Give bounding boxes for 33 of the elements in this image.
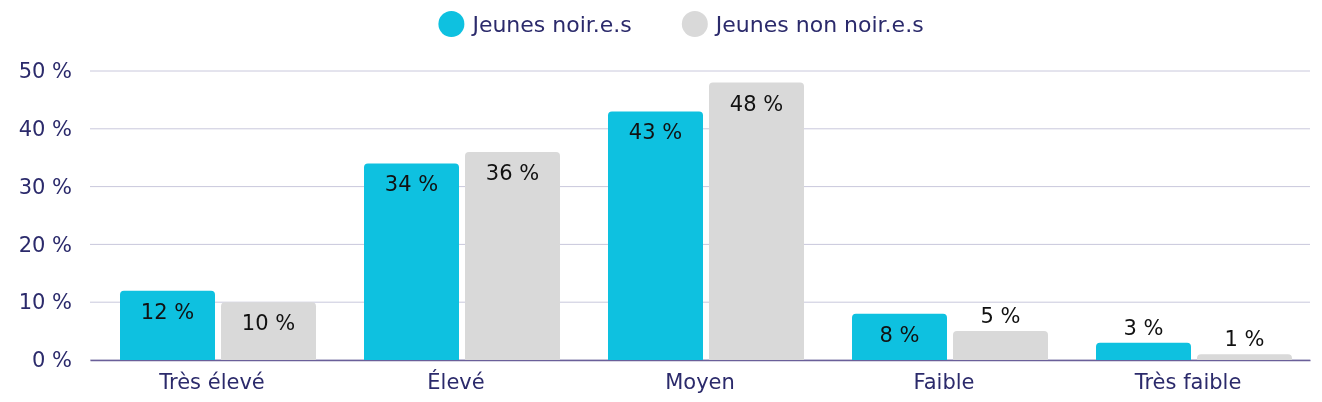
y-tick-label: 50 % — [18, 59, 72, 84]
x-tick-label: Très élevé — [158, 369, 265, 394]
y-tick-label: 10 % — [18, 290, 72, 315]
bar — [852, 313, 947, 360]
data-label: 8 % — [879, 322, 920, 347]
bar — [465, 151, 560, 360]
legend-label: Jeunes noir.e.s — [470, 12, 632, 37]
x-tick-label: Faible — [913, 369, 975, 394]
data-label: 34 % — [384, 172, 439, 197]
bar — [953, 331, 1048, 360]
y-tick-label: 0 % — [32, 348, 72, 373]
data-label: 12 % — [140, 299, 195, 324]
bar — [709, 82, 804, 360]
data-label: 43 % — [628, 120, 683, 145]
bar — [364, 163, 459, 360]
bar — [221, 302, 316, 360]
y-tick-label: 20 % — [18, 232, 72, 257]
bar — [120, 290, 215, 360]
data-label: 48 % — [729, 91, 784, 116]
data-label: 5 % — [980, 304, 1021, 329]
data-label: 1 % — [1224, 327, 1265, 352]
y-tick-label: 30 % — [18, 174, 72, 199]
bar — [1096, 342, 1191, 360]
legend-label: Jeunes non noir.e.s — [713, 12, 924, 37]
data-label: 3 % — [1123, 315, 1164, 340]
bar — [608, 111, 703, 360]
x-tick-label: Très faible — [1133, 369, 1242, 394]
x-tick-label: Élevé — [427, 368, 485, 394]
data-label: 36 % — [485, 160, 540, 185]
x-tick-label: Moyen — [665, 369, 735, 394]
y-tick-label: 40 % — [18, 117, 72, 142]
bar — [1197, 354, 1292, 360]
data-label: 10 % — [241, 311, 296, 336]
